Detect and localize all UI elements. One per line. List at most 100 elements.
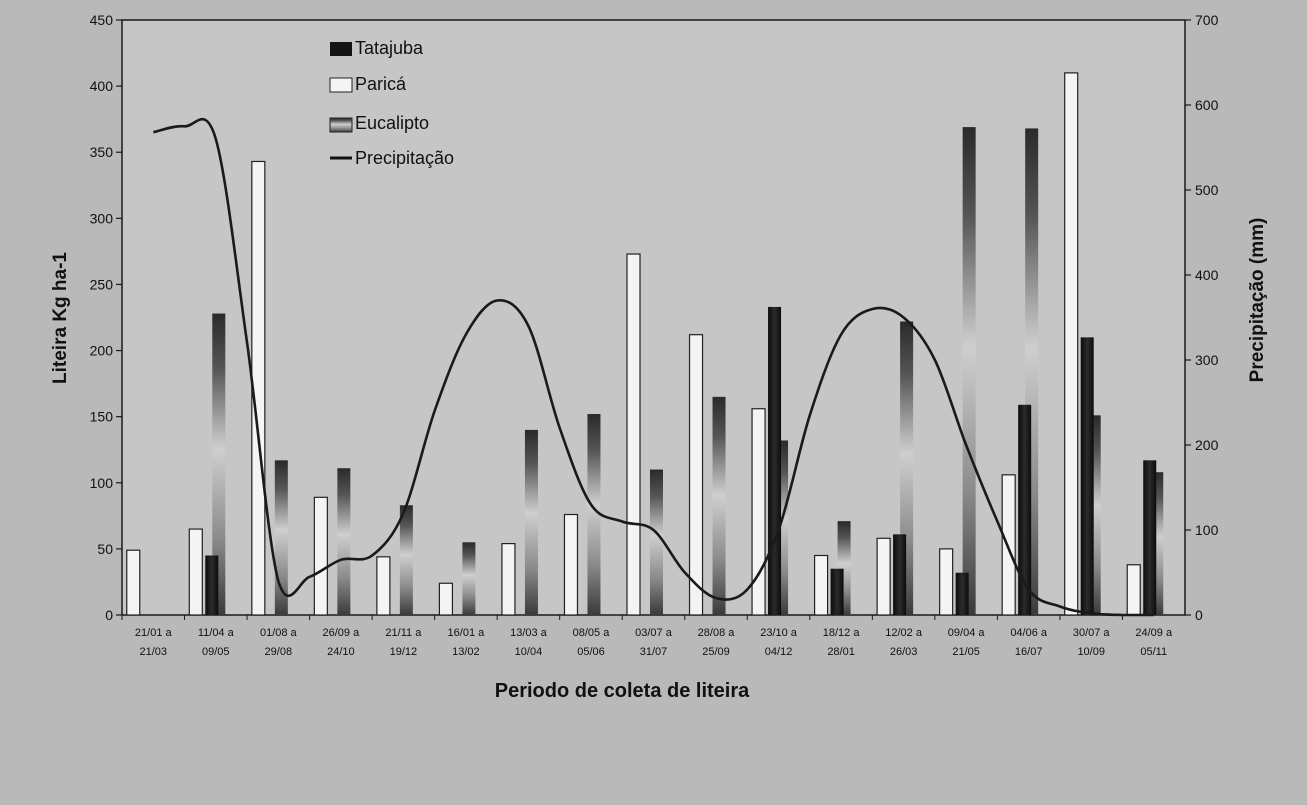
x-tick-label-line1: 04/06 a <box>1010 627 1048 639</box>
bar-parica <box>626 253 641 616</box>
bar-parica <box>1126 564 1141 616</box>
x-tick-label-line1: 12/02 a <box>885 627 923 639</box>
x-tick-label-line2: 26/03 <box>890 646 918 658</box>
y-right-tick-label: 600 <box>1195 97 1219 113</box>
x-tick-label-line1: 24/09 a <box>1135 627 1173 639</box>
bar-parica <box>376 556 391 616</box>
y-left-tick-label: 250 <box>90 276 114 292</box>
bar-eucalipto <box>712 396 726 615</box>
precipitation-line <box>153 117 1154 617</box>
bar-parica <box>313 496 328 616</box>
y-left-tick-label: 50 <box>97 541 113 557</box>
bar-eucalipto <box>399 505 413 615</box>
y-left-tick-label: 450 <box>90 12 114 28</box>
bar-parica <box>501 542 516 616</box>
bar-tatajuba <box>768 306 782 615</box>
x-tick-label-line1: 18/12 a <box>823 627 861 639</box>
x-tick-label-line2: 28/01 <box>827 646 855 658</box>
bar-tatajuba <box>830 568 844 615</box>
bar-tatajuba <box>893 534 907 615</box>
legend-label-parica: Paricá <box>355 74 407 94</box>
bar-parica <box>813 554 829 616</box>
bar-eucalipto <box>462 542 476 615</box>
y-right-tick-label: 700 <box>1195 12 1219 28</box>
bar-parica <box>126 549 141 616</box>
legend-label-tatajuba: Tatajuba <box>355 38 424 58</box>
bar-parica <box>563 513 579 616</box>
bar-eucalipto <box>337 468 351 615</box>
bar-parica <box>751 408 766 616</box>
bar-parica <box>876 537 891 616</box>
x-tick-label-line2: 05/11 <box>1140 646 1167 658</box>
x-axis-label: Periodo de coleta de liteira <box>495 680 750 702</box>
x-tick-label-line2: 09/05 <box>202 646 230 658</box>
x-tick-label-line2: 05/06 <box>577 646 605 658</box>
bar-eucalipto <box>524 429 538 615</box>
bar-eucalipto <box>650 469 663 615</box>
bar-tatajuba <box>1080 337 1094 615</box>
x-tick-label-line2: 04/12 <box>765 646 793 658</box>
x-tick-label-line2: 13/02 <box>452 646 480 658</box>
bar-tatajuba <box>1018 404 1032 615</box>
y-left-tick-label: 400 <box>90 78 114 94</box>
bar-tatajuba <box>1143 460 1157 615</box>
x-tick-label-line1: 11/04 a <box>198 627 235 639</box>
y-left-tick-label: 150 <box>90 409 114 425</box>
x-tick-label-line2: 29/08 <box>265 646 293 658</box>
y-right-tick-label: 400 <box>1195 267 1219 283</box>
legend-label-precipitacao: Precipitação <box>355 148 454 168</box>
bar-parica <box>1001 474 1016 616</box>
bar-eucalipto <box>587 414 601 615</box>
x-tick-label-line2: 21/03 <box>139 646 167 658</box>
y-axis-right-label: Precipitação (mm) <box>1247 218 1268 383</box>
y-right-tick-label: 0 <box>1195 607 1203 623</box>
x-tick-label-line2: 10/09 <box>1077 646 1105 658</box>
x-tick-label-line2: 31/07 <box>640 646 668 658</box>
x-tick-label-line2: 24/10 <box>327 646 355 658</box>
x-tick-label-line2: 16/07 <box>1015 646 1043 658</box>
y-right-tick-label: 500 <box>1195 182 1219 198</box>
x-tick-label-line1: 26/09 a <box>323 627 361 639</box>
x-tick-label-line1: 21/11 a <box>385 627 422 639</box>
y-left-tick-label: 300 <box>90 210 114 226</box>
x-tick-label-line1: 23/10 a <box>760 627 798 639</box>
y-right-tick-label: 100 <box>1195 522 1219 538</box>
bar-eucalipto <box>212 313 226 615</box>
bar-eucalipto <box>962 127 976 615</box>
bar-parica <box>1064 72 1079 616</box>
x-tick-label-line1: 30/07 a <box>1073 627 1111 639</box>
x-tick-label-line1: 16/01 a <box>448 627 486 639</box>
y-left-tick-label: 350 <box>90 144 114 160</box>
x-tick-label-line1: 21/01 a <box>135 627 173 639</box>
legend-swatch-tatajuba <box>330 42 352 56</box>
legend: Tatajuba Paricá Eucalipto Precipitação <box>329 38 454 168</box>
x-tick-label-line1: 13/03 a <box>510 627 548 639</box>
legend-swatch-parica <box>329 77 353 93</box>
x-tick-label-line2: 21/05 <box>952 646 980 658</box>
y-right-tick-label: 200 <box>1195 437 1219 453</box>
y-axis-left-label: Liteira Kg ha-1 <box>50 252 71 384</box>
bar-parica <box>939 548 954 616</box>
y-right-tick-label: 300 <box>1195 352 1219 368</box>
legend-swatch-eucalipto <box>329 117 353 133</box>
bars <box>126 72 1164 616</box>
bar-parica <box>438 582 454 616</box>
x-tick-label-line2: 10/04 <box>515 646 543 658</box>
precipitation-line-layer <box>153 117 1154 617</box>
bar-tatajuba <box>955 572 969 615</box>
bar-eucalipto <box>274 460 288 615</box>
bar-parica <box>688 334 704 616</box>
x-tick-label-line1: 08/05 a <box>573 627 611 639</box>
x-tick-label-line1: 09/04 a <box>948 627 986 639</box>
bar-tatajuba <box>205 555 219 615</box>
legend-label-eucalipto: Eucalipto <box>355 113 429 133</box>
y-left-tick-label: 200 <box>90 343 114 359</box>
x-tick-label-line1: 03/07 a <box>635 627 673 639</box>
x-tick-label-line2: 19/12 <box>390 646 418 658</box>
x-tick-label-line1: 01/08 a <box>260 627 298 639</box>
x-tick-label-line2: 25/09 <box>702 646 730 658</box>
bar-parica <box>188 528 203 616</box>
y-left-tick-label: 0 <box>105 607 113 623</box>
x-tick-label-line1: 28/08 a <box>698 627 736 639</box>
